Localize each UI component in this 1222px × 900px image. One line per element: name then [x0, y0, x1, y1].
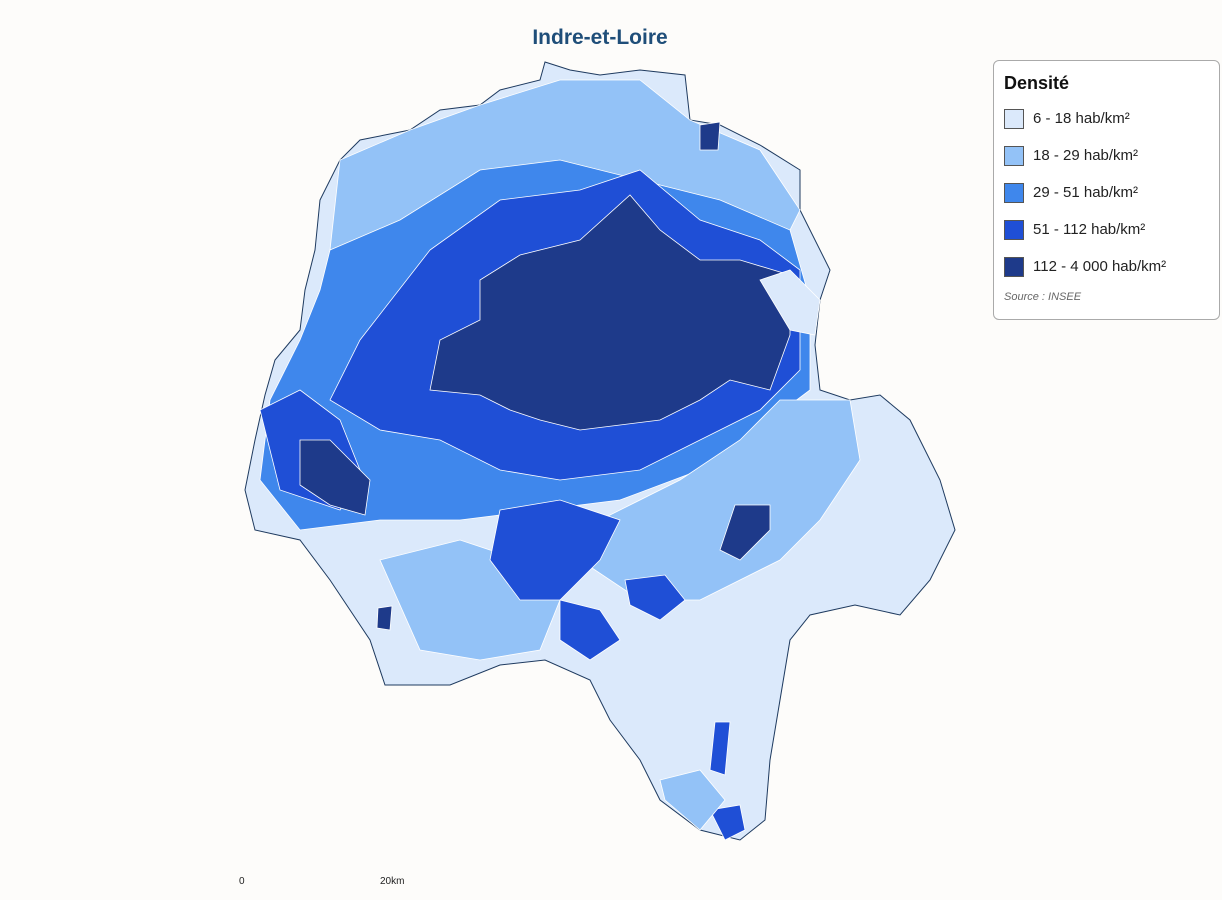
legend: Densité 6 - 18 hab/km² 18 - 29 hab/km² 29 …: [993, 60, 1220, 320]
commune-group: [559, 599, 621, 661]
commune-group: [429, 194, 791, 431]
commune-group: [709, 721, 731, 776]
map-title: Indre-et-Loire: [532, 26, 668, 49]
commune-group: [299, 439, 371, 516]
legend-swatch: [1004, 256, 1024, 277]
legend-title: Densité: [1004, 73, 1070, 93]
legend-label: 51 - 112 hab/km²: [1033, 221, 1146, 238]
legend-label: 29 - 51 hab/km²: [1033, 184, 1139, 201]
legend-swatch: [1004, 182, 1024, 203]
source: Source : INSEE: [1004, 291, 1082, 303]
scale-start: 0: [239, 876, 245, 887]
commune-group: [489, 499, 621, 601]
legend-swatch: [1004, 219, 1024, 240]
legend-swatch: [1004, 108, 1024, 129]
commune-group: [709, 804, 746, 841]
commune-group: [759, 269, 821, 336]
commune-group: [699, 121, 721, 151]
commune-group: [659, 769, 726, 831]
legend-label: 6 - 18 hab/km²: [1033, 110, 1130, 127]
legend-item: 51 - 112 hab/km²: [1004, 211, 1209, 248]
legend-item: 6 - 18 hab/km²: [1004, 100, 1209, 137]
commune-group: [624, 574, 686, 621]
legend-item: 29 - 51 hab/km²: [1004, 174, 1209, 211]
legend-swatch: [1004, 145, 1024, 166]
legend-items: 6 - 18 hab/km² 18 - 29 hab/km² 29 - 51 hab…: [1004, 100, 1209, 285]
commune-group: [719, 504, 771, 561]
legend-item: 112 - 4 000 hab/km²: [1004, 248, 1209, 285]
legend-item: 18 - 29 hab/km²: [1004, 137, 1209, 174]
legend-label: 112 - 4 000 hab/km²: [1033, 258, 1167, 275]
scale-end: 20km: [380, 876, 405, 887]
commune-group: [376, 605, 393, 631]
legend-label: 18 - 29 hab/km²: [1033, 147, 1139, 164]
